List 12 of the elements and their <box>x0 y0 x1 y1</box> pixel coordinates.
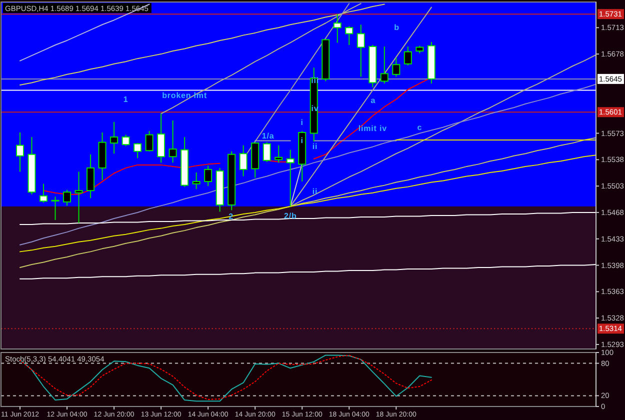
annotation: limit iv <box>358 124 388 132</box>
annotation: ii <box>312 186 318 196</box>
annotation: ii <box>312 142 318 150</box>
annotation: 2/b <box>284 210 297 220</box>
annotation: c <box>417 122 422 132</box>
annotation: 1 <box>123 94 128 104</box>
annotation: b <box>394 22 400 32</box>
annotation: broken lmt <box>162 90 208 100</box>
annotation: 1/a <box>262 130 274 140</box>
annotation: i <box>300 118 304 126</box>
annotation: a <box>370 96 376 104</box>
annotation: i <box>300 136 304 144</box>
